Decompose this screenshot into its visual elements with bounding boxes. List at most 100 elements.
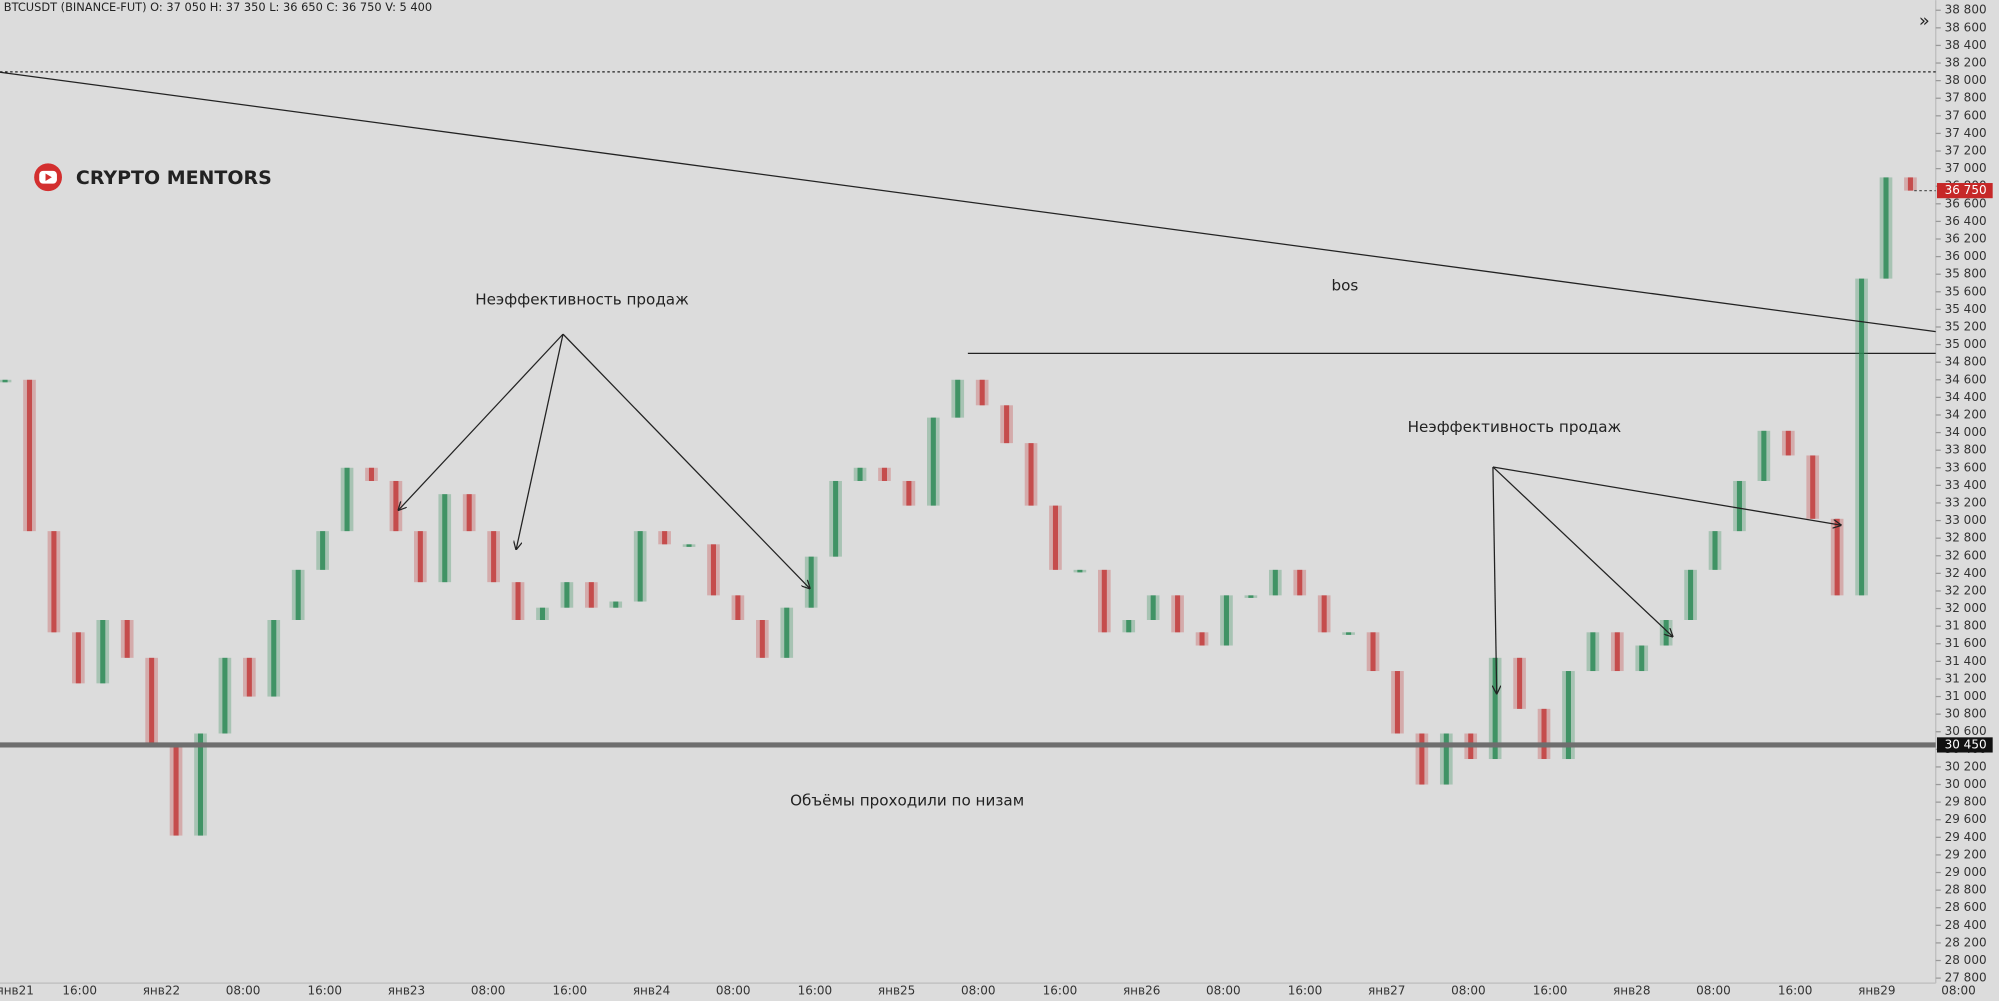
y-tick-label: 31 400 <box>1945 654 1987 668</box>
candle-body <box>417 531 423 583</box>
candle-body <box>173 746 179 836</box>
y-tick-label: 38 800 <box>1945 3 1987 17</box>
candle-body <box>1614 632 1620 672</box>
candle-body <box>1712 531 1718 570</box>
y-tick-label: 31 000 <box>1945 689 1987 703</box>
y-tick-label: 37 800 <box>1945 91 1987 105</box>
y-tick-label: 34 000 <box>1945 425 1987 439</box>
candle-body <box>222 657 228 734</box>
candle-body <box>1297 569 1303 596</box>
candle-body <box>881 467 887 481</box>
y-tick-label: 33 600 <box>1945 460 1987 474</box>
y-tick-label: 31 600 <box>1945 636 1987 650</box>
y-tick-label: 38 600 <box>1945 20 1987 34</box>
candle-body <box>955 379 961 418</box>
brand: CRYPTO MENTORS <box>76 167 272 189</box>
y-tick-label: 29 400 <box>1945 830 1987 844</box>
x-tick-label: 08:00 <box>1206 983 1241 997</box>
x-tick-label: 16:00 <box>307 983 342 997</box>
y-tick-label: 29 000 <box>1945 865 1987 879</box>
candle-body <box>1590 632 1596 672</box>
y-tick-label: 37 200 <box>1945 144 1987 158</box>
y-tick-label: 37 600 <box>1945 108 1987 122</box>
price-label: 30 450 <box>1945 737 1987 751</box>
y-tick-label: 33 000 <box>1945 513 1987 527</box>
y-tick-label: 34 400 <box>1945 390 1987 404</box>
x-tick-label: янв25 <box>878 983 915 997</box>
candle-body <box>271 619 277 697</box>
x-tick-label: 16:00 <box>798 983 833 997</box>
candle-body <box>295 569 301 620</box>
annotation: Неэффективность продаж <box>475 290 689 308</box>
arrow <box>516 333 564 549</box>
candle-body <box>124 619 130 658</box>
candle-body <box>1175 595 1181 633</box>
arrow <box>399 333 564 510</box>
y-tick-label: 36 400 <box>1945 214 1987 228</box>
candle-body <box>637 531 643 602</box>
candle-body <box>1688 569 1694 620</box>
candle-body <box>51 531 57 633</box>
candle-body <box>1492 657 1498 760</box>
y-tick-label: 30 200 <box>1945 759 1987 773</box>
y-tick-label: 36 200 <box>1945 232 1987 246</box>
y-tick-label: 28 000 <box>1945 953 1987 967</box>
candle-body <box>368 467 375 481</box>
y-tick-label: 34 600 <box>1945 372 1987 386</box>
header: BTCUSDT (BINANCE-FUT) O: 37 050 H: 37 35… <box>4 0 432 14</box>
candle-body <box>466 494 472 532</box>
candle-body <box>784 607 790 658</box>
x-tick-label: 08:00 <box>471 983 506 997</box>
candle-body <box>1639 645 1645 672</box>
expand-icon[interactable]: » <box>1919 12 1930 32</box>
candle-body <box>906 480 912 506</box>
candle-body <box>100 619 106 684</box>
x-tick-label: янв22 <box>143 983 180 997</box>
x-tick-label: 08:00 <box>1451 983 1486 997</box>
candle-body <box>1834 518 1840 596</box>
candle-body <box>26 379 33 532</box>
candle-body <box>344 467 350 532</box>
candle-body <box>1907 177 1913 191</box>
candle-body <box>1565 671 1571 760</box>
candle-body <box>1052 505 1058 570</box>
y-tick-label: 33 800 <box>1945 443 1987 457</box>
arrow <box>1492 466 1841 525</box>
y-tick-label: 30 000 <box>1945 777 1987 791</box>
candle-body <box>1004 405 1010 444</box>
x-tick-label: 08:00 <box>226 983 261 997</box>
y-tick-label: 37 000 <box>1945 161 1987 175</box>
price-label-box <box>1937 183 1993 199</box>
candle-body <box>320 531 326 570</box>
y-tick-label: 35 400 <box>1945 302 1987 316</box>
brand-icon <box>45 173 52 182</box>
candle-body <box>1859 278 1865 596</box>
trend-line <box>0 71 1936 333</box>
candle-body <box>515 582 521 620</box>
x-tick-label: янв26 <box>1123 983 1160 997</box>
candle-body <box>833 480 839 557</box>
x-tick-label: янв29 <box>1858 983 1895 997</box>
candle-body <box>588 582 594 608</box>
x-tick-label: 16:00 <box>1778 983 1813 997</box>
annotation: Объёмы проходили по низам <box>790 791 1024 809</box>
candle-body <box>149 657 155 747</box>
candle-body <box>1150 595 1156 620</box>
y-tick-label: 28 200 <box>1945 935 1987 949</box>
candle-body <box>2 379 8 383</box>
y-tick-label: 34 200 <box>1945 407 1987 421</box>
candle-body <box>75 632 81 684</box>
candle-body <box>1883 177 1889 279</box>
candle-body <box>1443 733 1449 785</box>
annotation: bos <box>1331 277 1358 295</box>
candle-body <box>1028 443 1034 506</box>
candle-body <box>613 601 619 608</box>
candle-body <box>686 544 692 547</box>
candle-body <box>246 657 252 697</box>
candle-body <box>759 619 765 658</box>
candle-body <box>930 417 936 506</box>
candle-body <box>1272 569 1278 596</box>
y-tick-label: 29 600 <box>1945 812 1987 826</box>
y-tick-label: 34 800 <box>1945 355 1987 369</box>
